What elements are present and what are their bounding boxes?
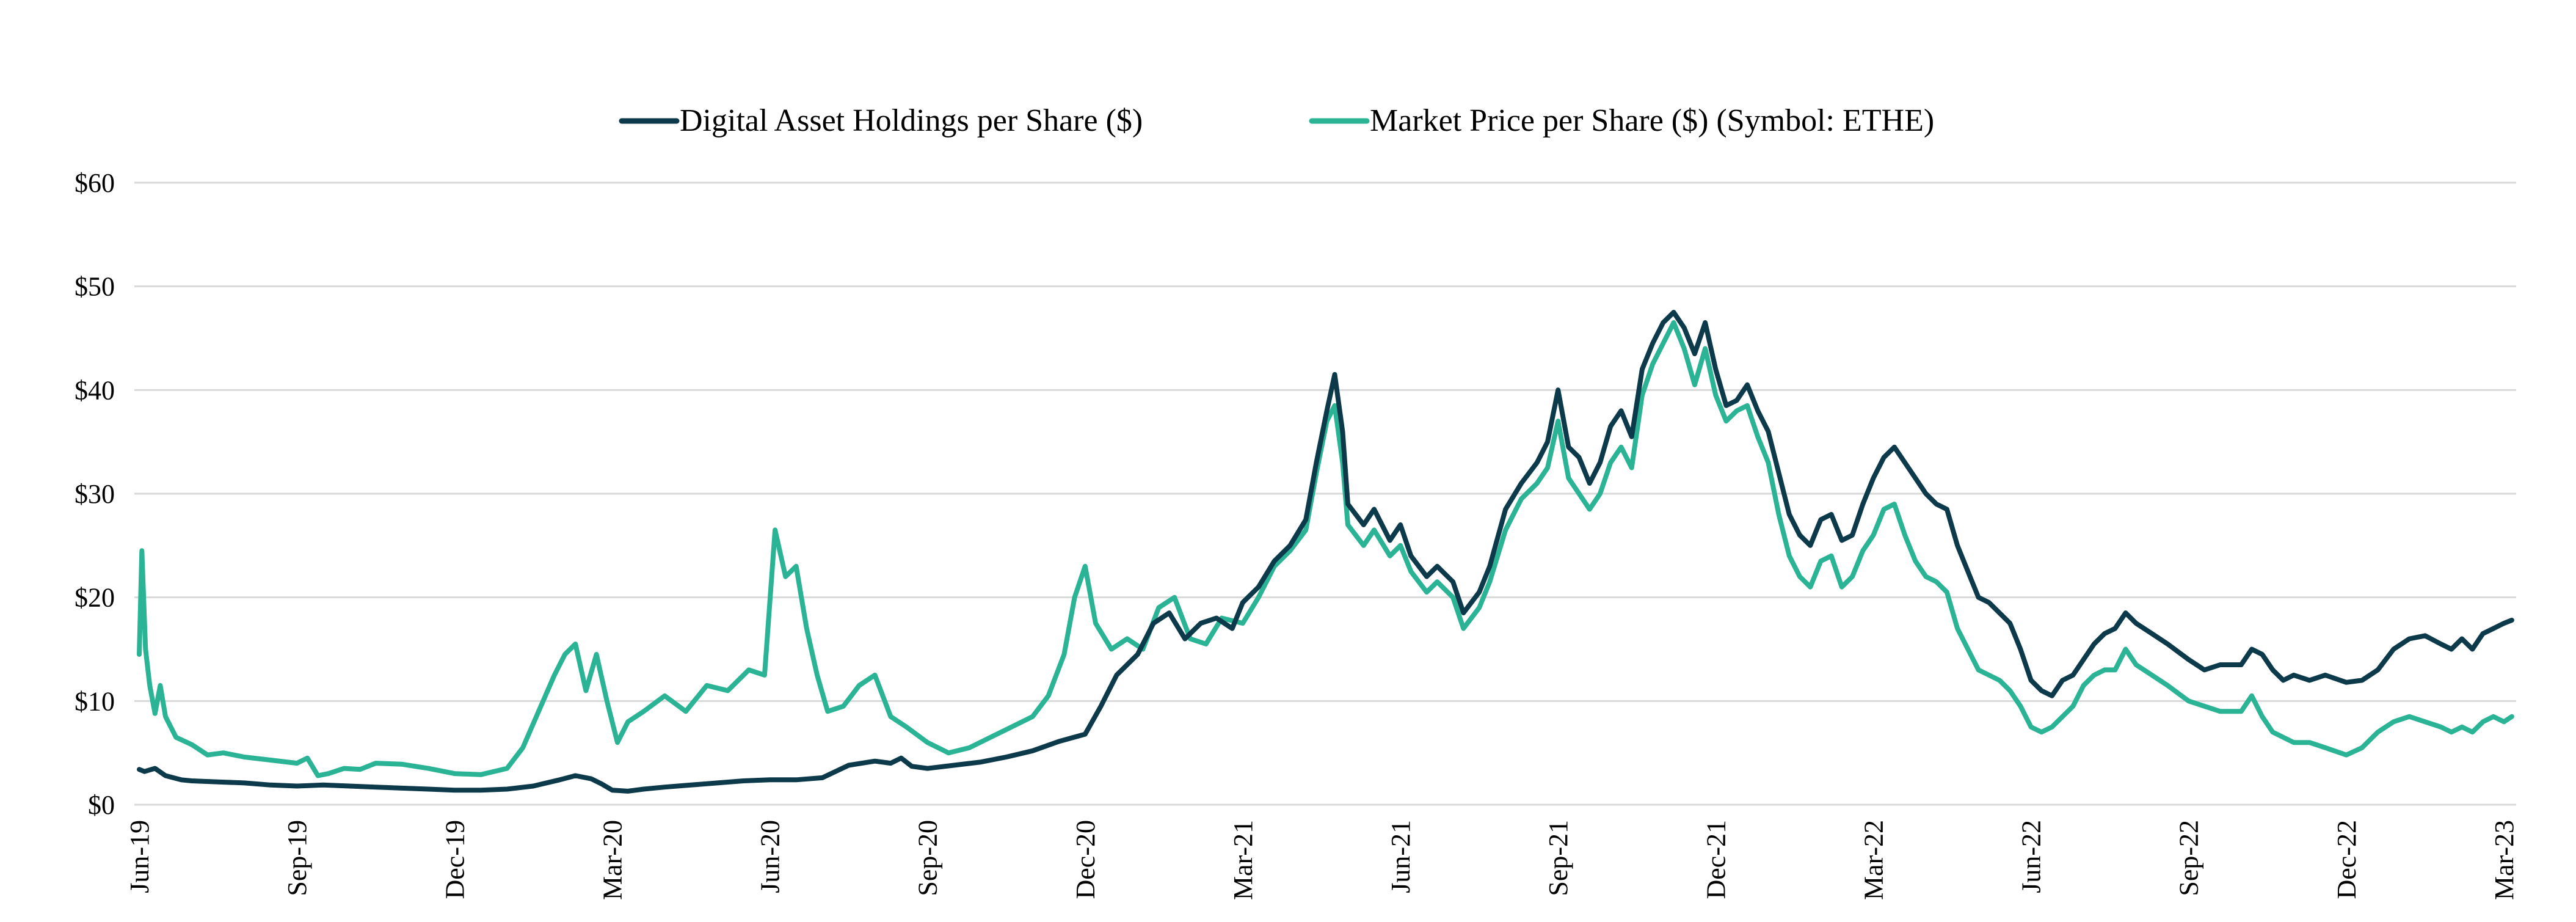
x-tick-label: Dec-20	[1071, 820, 1101, 899]
y-axis-labels: $0 $10 $20 $30 $40 $50 $60	[75, 168, 115, 820]
x-tick-label: Sep-22	[2174, 820, 2204, 896]
series-line-digital-asset-holdings	[137, 310, 2514, 794]
x-tick-label: Mar-20	[597, 820, 627, 900]
x-tick-label: Mar-22	[1858, 820, 1888, 900]
x-tick-label: Sep-19	[282, 820, 312, 896]
x-tick-label: Jun-20	[755, 820, 785, 893]
x-tick-label: Sep-20	[913, 820, 943, 896]
legend: Digital Asset Holdings per Share ($) Mar…	[619, 103, 1934, 138]
legend-label-digital-asset-holdings: Digital Asset Holdings per Share ($)	[680, 103, 1143, 138]
y-tick-label: $20	[75, 583, 115, 613]
x-tick-label: Dec-21	[1701, 820, 1731, 899]
y-tick-label: $60	[75, 168, 115, 198]
x-tick-label: Jun-22	[2017, 820, 2047, 893]
x-axis-labels: Jun-19 Sep-19 Dec-19 Mar-20 Jun-20 Sep-20 Dec-…	[125, 820, 2519, 900]
x-tick-label: Dec-22	[2332, 820, 2362, 899]
series-lines	[137, 310, 2514, 794]
x-tick-label: Jun-21	[1386, 820, 1416, 893]
legend-label-market-price: Market Price per Share ($) (Symbol: ETHE…	[1370, 103, 1934, 138]
y-tick-label: $10	[75, 686, 115, 716]
y-tick-label: $0	[88, 790, 115, 820]
x-tick-label: Mar-23	[2489, 820, 2519, 900]
x-tick-label: Jun-19	[125, 820, 155, 893]
y-tick-label: $40	[75, 375, 115, 405]
x-tick-label: Sep-21	[1543, 820, 1573, 896]
y-tick-label: $50	[75, 272, 115, 302]
y-tick-label: $30	[75, 479, 115, 509]
gridlines	[134, 181, 2516, 806]
x-tick-label: Dec-19	[440, 820, 470, 899]
series-line-market-price	[137, 320, 2514, 778]
x-tick-label: Mar-21	[1228, 820, 1258, 900]
